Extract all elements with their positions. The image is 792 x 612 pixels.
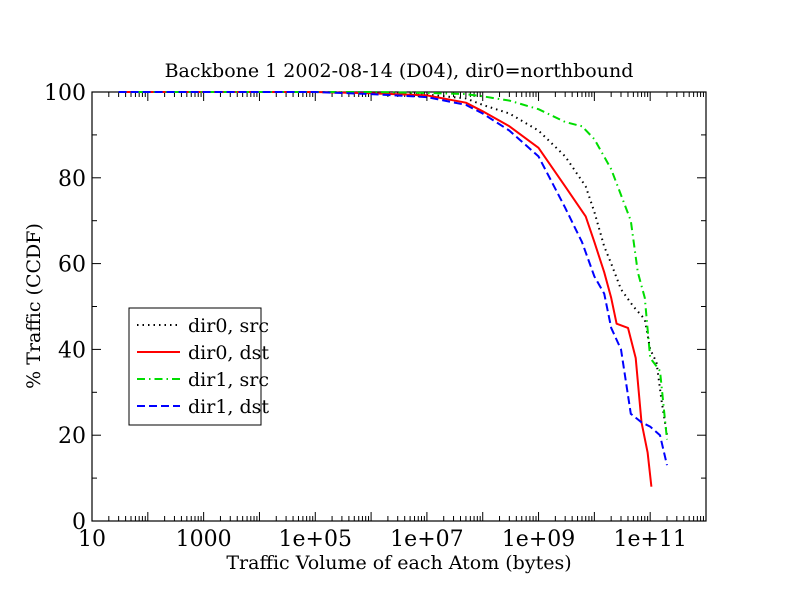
- series-layer: [118, 91, 668, 487]
- x-tick-label: 1e+07: [390, 527, 463, 552]
- y-tick-label: 100: [44, 81, 86, 106]
- legend-label-4: dir1, dst: [188, 396, 269, 418]
- x-tick-label: 10: [78, 527, 106, 552]
- axis-ticks: 10 1000 1e+05 1e+07 1e+09 1e+11 0 20 40 60 80 100: [44, 81, 706, 552]
- y-tick-label: 40: [58, 338, 86, 363]
- y-tick-label: 60: [58, 253, 86, 278]
- legend: dir0, src dir0, dst dir1, src dir1, dst: [128, 307, 269, 426]
- x-axis-label: Traffic Volume of each Atom (bytes): [226, 552, 571, 574]
- legend-label-1: dir0, src: [188, 315, 269, 337]
- chart-title: Backbone 1 2002-08-14 (D04), dir0=northb…: [165, 60, 634, 82]
- x-tick-label: 1000: [176, 527, 232, 552]
- legend-label-2: dir0, dst: [188, 342, 269, 364]
- series-line-2: [118, 91, 653, 487]
- series-line-1: [118, 91, 668, 436]
- x-tick-label: 1e+05: [279, 527, 352, 552]
- y-tick-label: 80: [58, 167, 86, 192]
- x-tick-label: 1e+09: [502, 527, 575, 552]
- series-line-4: [118, 91, 668, 466]
- legend-label-3: dir1, src: [188, 369, 269, 391]
- x-tick-label: 1e+11: [613, 527, 686, 552]
- series-line-3: [118, 91, 668, 440]
- y-axis-label: % Traffic (CCDF): [23, 223, 45, 389]
- y-tick-label: 0: [72, 510, 86, 535]
- y-tick-label: 20: [58, 424, 86, 449]
